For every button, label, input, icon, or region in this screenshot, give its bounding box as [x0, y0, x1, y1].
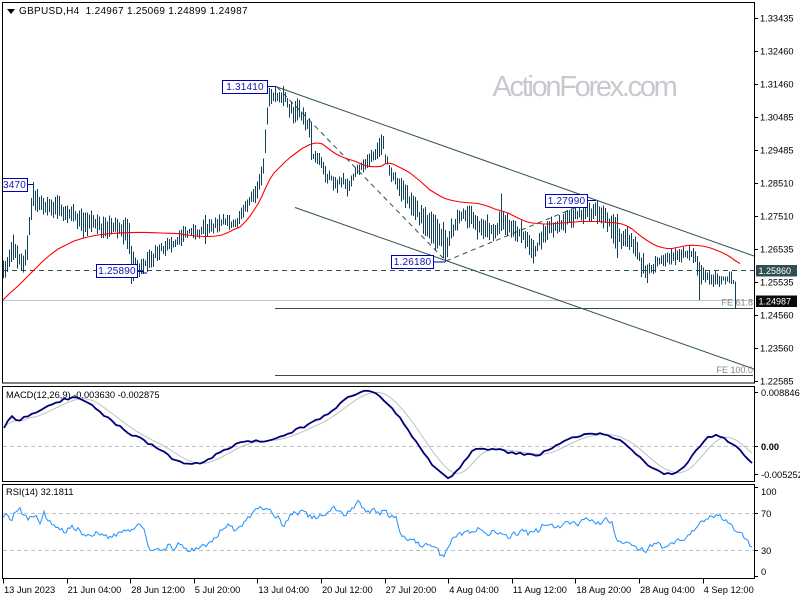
- svg-text:0.008846: 0.008846: [761, 388, 800, 398]
- svg-text:0: 0: [761, 567, 766, 577]
- svg-text:18 Aug 20:00: 18 Aug 20:00: [576, 585, 631, 595]
- svg-text:100: 100: [761, 487, 777, 497]
- svg-text:11 Aug 12:00: 11 Aug 12:00: [513, 585, 567, 595]
- svg-text:28 Jun 12:00: 28 Jun 12:00: [131, 585, 185, 595]
- svg-text:1.31460: 1.31460: [760, 80, 794, 90]
- svg-text:13 Jul 04:00: 13 Jul 04:00: [258, 585, 309, 595]
- svg-text:1.28510: 1.28510: [760, 179, 794, 189]
- svg-text:1.27990: 1.27990: [548, 196, 586, 207]
- svg-text:1.30485: 1.30485: [760, 113, 794, 123]
- svg-text:RSI(14) 32.1811: RSI(14) 32.1811: [6, 487, 74, 497]
- svg-text:1.23560: 1.23560: [760, 344, 794, 354]
- svg-text:1.33435: 1.33435: [760, 14, 794, 24]
- svg-text:3470: 3470: [3, 180, 26, 191]
- svg-text:1.26180: 1.26180: [394, 257, 432, 268]
- svg-text:28 Aug 04:00: 28 Aug 04:00: [640, 585, 695, 595]
- svg-text:1.32460: 1.32460: [760, 47, 794, 57]
- svg-text:1.24987: 1.24987: [759, 297, 792, 307]
- svg-text:1.26535: 1.26535: [760, 245, 794, 255]
- svg-text:-0.005252: -0.005252: [761, 470, 800, 480]
- svg-text:1.29485: 1.29485: [760, 146, 794, 156]
- svg-text:1.22585: 1.22585: [760, 377, 794, 387]
- svg-text:5 Jul 20:00: 5 Jul 20:00: [195, 585, 241, 595]
- svg-text:1.27510: 1.27510: [760, 212, 794, 222]
- svg-text:30: 30: [761, 546, 771, 556]
- svg-text:1.25860: 1.25860: [759, 266, 792, 276]
- svg-text:13 Jun 2023: 13 Jun 2023: [4, 585, 55, 595]
- svg-text:4 Aug 04:00: 4 Aug 04:00: [449, 585, 499, 595]
- svg-text:1.24560: 1.24560: [760, 311, 794, 321]
- svg-text:21 Jun 04:00: 21 Jun 04:00: [68, 585, 122, 595]
- svg-text:GBPUSD,H4 1.24967 1.25069 1.2: GBPUSD,H4 1.24967 1.25069 1.24899 1.2498…: [19, 6, 248, 17]
- svg-text:27 Jul 20:00: 27 Jul 20:00: [386, 585, 437, 595]
- svg-text:1.31410: 1.31410: [226, 82, 264, 93]
- svg-text:70: 70: [761, 509, 771, 519]
- svg-text:ActionForex.com: ActionForex.com: [492, 71, 676, 103]
- svg-text:1.25890: 1.25890: [98, 266, 136, 277]
- svg-text:1.25535: 1.25535: [760, 278, 794, 288]
- svg-text:4 Sep 12:00: 4 Sep 12:00: [704, 585, 754, 595]
- svg-text:MACD(12,26,9) -0.003630 -0.002: MACD(12,26,9) -0.003630 -0.002875: [6, 390, 160, 400]
- svg-text:0.00: 0.00: [761, 442, 779, 452]
- svg-text:20 Jul 12:00: 20 Jul 12:00: [322, 585, 373, 595]
- svg-text:FE 61.8: FE 61.8: [721, 298, 753, 308]
- svg-text:FE 100.0: FE 100.0: [716, 365, 753, 375]
